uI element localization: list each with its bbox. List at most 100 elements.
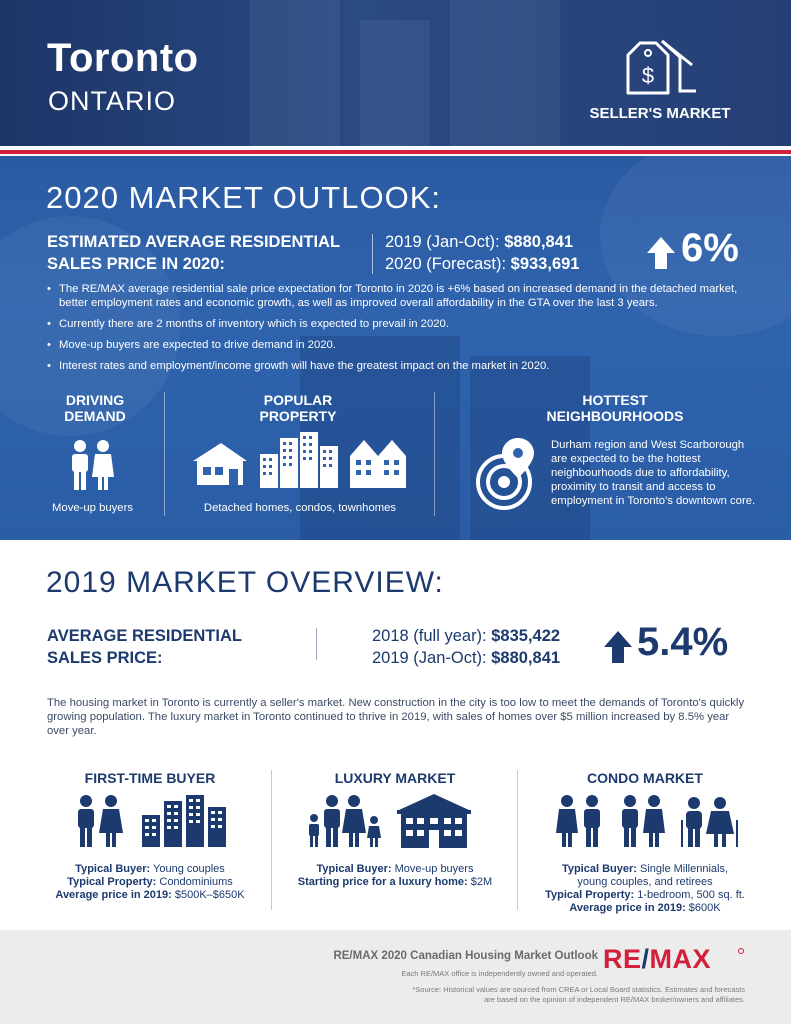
condo-market-details: Typical Buyer: Single Millennials, young… <box>525 863 765 915</box>
header-banner: Toronto ONTARIO $ SELLER'S MARKET <box>0 0 791 146</box>
divider-stripe-red <box>0 150 791 154</box>
overview-title: 2019 MARKET OVERVIEW: <box>46 566 444 599</box>
condo-buildings-icon <box>142 795 226 847</box>
luxury-home-icon <box>397 794 471 848</box>
overview-paragraph: The housing market in Toronto is current… <box>47 697 745 737</box>
townhomes-icon <box>350 440 406 488</box>
outlook-bullets: The RE/MAX average residential sale pric… <box>47 282 762 380</box>
footer: RE/MAX 2020 Canadian Housing Market Outl… <box>0 930 791 1024</box>
price-2019-row: 2019 (Jan-Oct): $880,841 <box>372 647 560 669</box>
outlook-title: 2020 MARKET OUTLOOK: <box>46 180 441 215</box>
detail-label: Typical Property: <box>67 876 157 888</box>
bullet-item: Currently there are 2 months of inventor… <box>47 317 762 331</box>
vertical-divider <box>316 628 317 660</box>
detail-value: $500K–$650K <box>171 889 245 901</box>
detail-label: Typical Buyer: <box>316 863 392 875</box>
detail-line: Starting price for a luxury home: $2M <box>280 876 510 889</box>
detail-value: Single Millennials, <box>636 863 729 875</box>
detail-value: $600K <box>685 902 721 914</box>
detail-value: 1-bedroom, 500 sq. ft. <box>634 889 745 901</box>
heading-line: NEIGHBOURHOODS <box>546 408 684 424</box>
column-divider <box>271 770 272 910</box>
price-label: 2019 (Jan-Oct): <box>385 233 500 251</box>
hottest-neighbourhoods-heading: HOTTEST NEIGHBOURHOODS <box>520 392 710 424</box>
location-target-icon <box>476 438 534 510</box>
outlook-change: 6% <box>681 226 739 270</box>
luxury-market-heading: LUXURY MARKET <box>334 770 456 786</box>
column-divider <box>164 392 165 516</box>
detail-line: Typical Buyer: Move-up buyers <box>280 863 510 876</box>
detail-line: Average price in 2019: $600K <box>525 902 765 915</box>
column-divider <box>517 770 518 910</box>
divider-stripe <box>0 146 791 150</box>
svg-text:$: $ <box>642 63 654 88</box>
detail-value: young couples, and retirees <box>577 876 713 888</box>
average-price-label: AVERAGE RESIDENTIAL SALES PRICE: <box>47 625 242 669</box>
footer-subtitle: Each RE/MAX office is independently owne… <box>401 969 598 978</box>
detail-line: Typical Buyer: Single Millennials, <box>525 863 765 876</box>
province-title: ONTARIO <box>48 86 176 116</box>
arrow-up-icon <box>647 237 675 269</box>
detail-label: Typical Buyer: <box>75 863 151 875</box>
average-price-label-line: AVERAGE RESIDENTIAL <box>47 627 242 645</box>
price-label: 2019 (Jan-Oct): <box>372 649 487 667</box>
popular-property-caption: Detached homes, condos, townhomes <box>203 502 397 514</box>
column-divider <box>434 392 435 516</box>
arrow-up-icon <box>604 631 632 663</box>
detail-value: Move-up buyers <box>391 863 474 875</box>
couple-icon <box>72 440 114 490</box>
footer-title: RE/MAX 2020 Canadian Housing Market Outl… <box>333 950 598 962</box>
detail-label: Starting price for a luxury home: <box>297 876 468 888</box>
condo-market-heading: CONDO MARKET <box>587 770 703 786</box>
detail-label: Typical Property: <box>545 889 635 901</box>
detail-line: Typical Buyer: Young couples <box>30 863 270 876</box>
luxury-market-details: Typical Buyer: Move-up buyers Starting p… <box>280 863 510 889</box>
price-2020-row: 2020 (Forecast): $933,691 <box>385 253 579 275</box>
remax-logo: RE/MAX <box>603 944 711 975</box>
background-building <box>250 0 340 146</box>
condo-buildings-icon <box>260 432 338 488</box>
overview-change: 5.4% <box>637 620 729 664</box>
vertical-divider <box>372 234 373 274</box>
price-label: 2020 (Forecast): <box>385 255 507 273</box>
price-value: $933,691 <box>510 255 580 273</box>
price-value: $880,841 <box>504 233 574 251</box>
price-2018-row: 2018 (full year): $835,422 <box>372 625 560 647</box>
detail-line: Average price in 2019: $500K–$650K <box>30 889 270 902</box>
background-building <box>360 20 430 146</box>
heading-line: DRIVING <box>65 392 125 408</box>
heading-line: DEMAND <box>64 408 126 424</box>
outlook-section: 2020 MARKET OUTLOOK: ESTIMATED AVERAGE R… <box>0 156 791 540</box>
estimate-label-line: SALES PRICE IN 2020: <box>47 255 225 273</box>
price-2019-row: 2019 (Jan-Oct): $880,841 <box>385 231 579 253</box>
market-type-label: SELLER'S MARKET <box>589 105 731 122</box>
hottest-neighbourhoods-text: Durham region and West Scarborough are e… <box>551 439 756 507</box>
estimate-label-line: ESTIMATED AVERAGE RESIDENTIAL <box>47 233 341 251</box>
heading-line: POPULAR <box>263 392 333 408</box>
detail-value: $2M <box>467 876 493 888</box>
family-icon <box>309 795 381 847</box>
detail-value: Young couples <box>150 863 225 875</box>
driving-demand-caption: Move-up buyers <box>52 502 133 514</box>
price-label: 2018 (full year): <box>372 627 487 645</box>
logo-text: RE <box>603 944 642 974</box>
driving-demand-heading: DRIVING DEMAND <box>40 392 150 424</box>
estimate-label: ESTIMATED AVERAGE RESIDENTIAL SALES PRIC… <box>47 231 377 275</box>
heading-line: HOTTEST <box>582 392 648 408</box>
registered-mark-icon <box>738 948 744 954</box>
detail-line: Typical Property: 1-bedroom, 500 sq. ft. <box>525 889 765 902</box>
city-title: Toronto <box>47 36 199 80</box>
source-line: *Source: Historical values are sourced f… <box>412 985 745 994</box>
first-time-buyer-details: Typical Buyer: Young couples Typical Pro… <box>30 863 270 902</box>
detail-label: Average price in 2019: <box>55 889 172 901</box>
average-price-label-line: SALES PRICE: <box>47 649 163 667</box>
overview-prices: 2018 (full year): $835,422 2019 (Jan-Oct… <box>372 625 560 669</box>
price-value: $835,422 <box>491 627 561 645</box>
background-building <box>450 0 560 146</box>
divider-stripe <box>0 154 791 156</box>
bullet-item: The RE/MAX average residential sale pric… <box>47 282 762 310</box>
logo-text: MAX <box>649 944 712 974</box>
bullet-item: Interest rates and employment/income gro… <box>47 359 762 373</box>
detail-line: young couples, and retirees <box>525 876 765 889</box>
logo-slash: / <box>641 944 650 974</box>
